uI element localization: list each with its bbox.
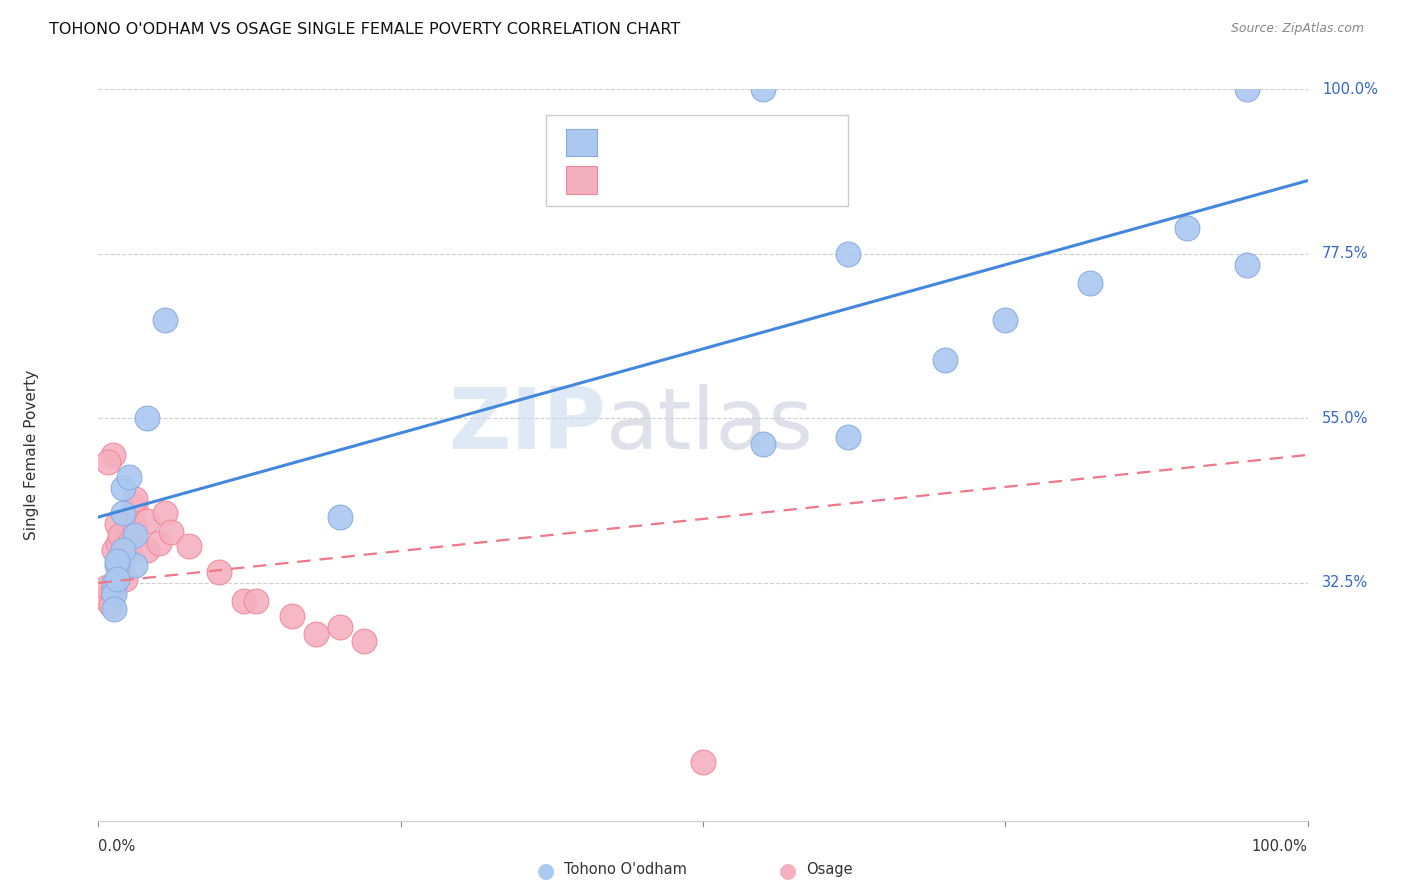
- Point: [837, 246, 859, 260]
- Point: [111, 558, 134, 572]
- Point: [305, 627, 328, 641]
- Bar: [567, 166, 596, 194]
- Point: [118, 535, 141, 549]
- Point: [1078, 276, 1101, 290]
- Point: [692, 755, 714, 769]
- Point: [96, 580, 118, 594]
- Text: N = 31: N = 31: [734, 171, 796, 190]
- Point: [752, 82, 775, 96]
- Text: 55.0%: 55.0%: [1322, 411, 1368, 425]
- Point: [353, 634, 375, 648]
- Point: [111, 481, 134, 495]
- Point: [107, 535, 129, 549]
- Point: [160, 524, 183, 539]
- Point: [245, 594, 267, 608]
- Point: [105, 554, 128, 568]
- Point: [124, 558, 146, 572]
- Text: TOHONO O'ODHAM VS OSAGE SINGLE FEMALE POVERTY CORRELATION CHART: TOHONO O'ODHAM VS OSAGE SINGLE FEMALE PO…: [49, 22, 681, 37]
- Point: [329, 510, 352, 524]
- Point: [108, 528, 131, 542]
- Point: [153, 507, 176, 521]
- Point: [100, 598, 122, 612]
- Text: R =: R =: [612, 173, 645, 188]
- Text: Source: ZipAtlas.com: Source: ZipAtlas.com: [1230, 22, 1364, 36]
- Text: 0.549: 0.549: [652, 134, 704, 152]
- Text: 0.132: 0.132: [652, 171, 704, 190]
- Point: [114, 572, 136, 586]
- Point: [124, 521, 146, 535]
- Text: 0.0%: 0.0%: [98, 838, 135, 854]
- Point: [1236, 82, 1258, 96]
- Point: [994, 312, 1017, 326]
- Point: [177, 539, 201, 553]
- Point: [329, 620, 352, 634]
- Point: [135, 543, 157, 558]
- Point: [124, 491, 146, 506]
- Text: ●: ●: [779, 861, 797, 881]
- Point: [1175, 221, 1198, 235]
- Point: [208, 565, 231, 579]
- Point: [232, 594, 254, 608]
- Point: [124, 499, 146, 513]
- Point: [118, 543, 141, 558]
- Text: 100.0%: 100.0%: [1322, 82, 1378, 96]
- FancyBboxPatch shape: [546, 115, 848, 206]
- Point: [111, 507, 134, 521]
- Point: [135, 514, 157, 528]
- Point: [105, 558, 128, 572]
- Point: [135, 411, 157, 425]
- Point: [101, 583, 124, 598]
- Text: ZIP: ZIP: [449, 384, 606, 467]
- Text: atlas: atlas: [606, 384, 814, 467]
- Point: [97, 455, 120, 469]
- Point: [118, 470, 141, 484]
- Text: R =: R =: [612, 135, 645, 150]
- Text: N = 25: N = 25: [734, 134, 796, 152]
- Text: 77.5%: 77.5%: [1322, 246, 1368, 261]
- Text: Osage: Osage: [806, 862, 852, 877]
- Point: [93, 591, 115, 605]
- Point: [934, 352, 956, 367]
- Point: [111, 543, 134, 558]
- Text: 32.5%: 32.5%: [1322, 575, 1368, 591]
- Point: [281, 608, 304, 623]
- Point: [153, 312, 176, 326]
- Point: [124, 528, 146, 542]
- Text: Tohono O'odham: Tohono O'odham: [564, 862, 686, 877]
- Point: [105, 517, 128, 532]
- Point: [103, 587, 125, 601]
- Point: [837, 430, 859, 444]
- Point: [752, 437, 775, 451]
- Point: [105, 572, 128, 586]
- Text: ●: ●: [537, 861, 555, 881]
- Text: 100.0%: 100.0%: [1251, 838, 1308, 854]
- Text: Single Female Poverty: Single Female Poverty: [24, 370, 39, 540]
- Point: [148, 535, 170, 549]
- Point: [103, 601, 125, 615]
- Point: [103, 576, 125, 591]
- Point: [101, 448, 124, 462]
- Point: [103, 543, 125, 558]
- Point: [1236, 258, 1258, 272]
- Bar: [567, 128, 596, 156]
